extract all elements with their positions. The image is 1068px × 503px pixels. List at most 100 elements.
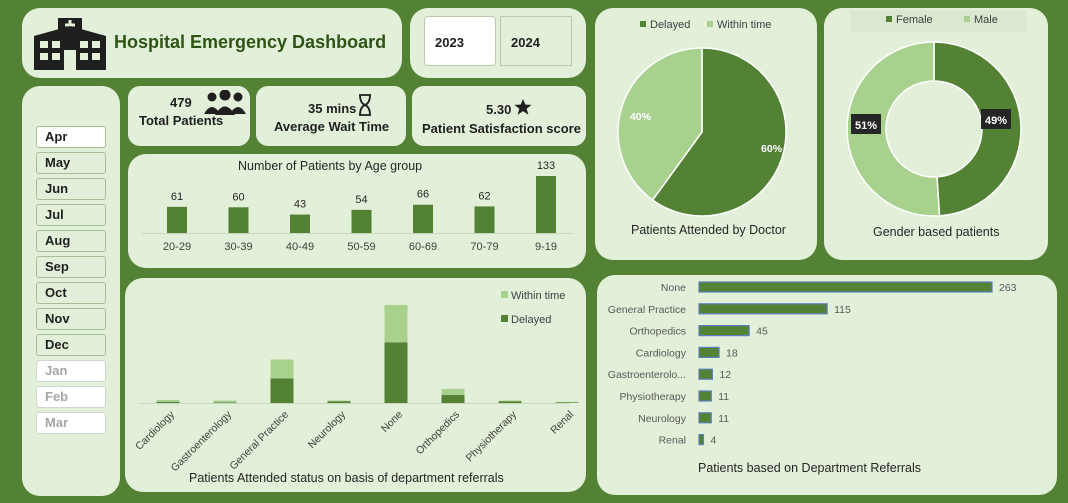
doctor-slice-label: 60% (761, 143, 783, 155)
gender-legend-swatch (886, 16, 892, 22)
doctor-legend-swatch (640, 21, 646, 27)
year-2024-button[interactable]: 2024 (500, 16, 572, 66)
month-jan-button[interactable]: Jan (36, 360, 106, 382)
referral-bar-cardiology (698, 346, 720, 359)
month-aug-button[interactable]: Aug (36, 230, 106, 252)
status-bar-within-time-none (384, 305, 408, 343)
referral-bar-neurology (698, 412, 712, 424)
age-tick-label: 9-19 (535, 241, 557, 253)
wait-time-value: 35 mins (308, 101, 357, 116)
status-bar-delayed-physiotherapy (498, 401, 522, 403)
referral-category-label: General Practice (608, 304, 686, 316)
referral-category-label: Neurology (638, 413, 687, 425)
status-tick-label: Physiotherapy (464, 408, 520, 464)
status-bar-delayed-general-practice (270, 378, 294, 403)
month-mar-button[interactable]: Mar (36, 412, 106, 434)
month-jun-button[interactable]: Jun (36, 178, 106, 200)
status-bar-within-time-cardiology (156, 399, 180, 402)
referral-value-label: 12 (719, 369, 731, 381)
month-slicer: Apr May Jun Jul Aug Sep Oct Nov Dec Jan … (22, 86, 120, 496)
gender-label-box (851, 114, 881, 134)
doctor-legend-swatch (707, 21, 713, 27)
doctor-legend-label: Delayed (650, 19, 690, 31)
status-legend-label: Delayed (511, 314, 551, 326)
status-legend-swatch (501, 315, 508, 322)
age-tick-label: 20-29 (163, 241, 191, 253)
referrals-bar-chart: None 263 General Practice 115 Orthopedics 45 C… (608, 281, 1017, 447)
status-tick-label: Neurology (306, 408, 349, 451)
status-bar-within-time-renal (555, 401, 579, 403)
age-bar-60-69 (413, 204, 433, 233)
referral-value-label: 115 (834, 304, 851, 316)
status-chart-title: Patients Attended status on basis of dep… (189, 471, 504, 485)
year-2023-button[interactable]: 2023 (424, 16, 496, 66)
referral-value-label: 45 (756, 326, 768, 338)
age-group-chart: 61 20-29 60 30-39 43 40-49 54 50-59 66 60-69 62 70-… (142, 160, 573, 253)
referral-bar-general-practice (698, 303, 828, 315)
month-nov-button[interactable]: Nov (36, 308, 106, 330)
status-bar-within-time-general-practice (270, 359, 294, 379)
total-patients-label: Total Patients (139, 113, 224, 128)
year-slicer: 2023 2024 (410, 8, 586, 78)
gender-legend-label: Male (974, 14, 998, 26)
referral-category-label: Renal (659, 435, 686, 447)
gender-slice-female (933, 41, 1022, 217)
referral-bar-physiotherapy (698, 390, 712, 402)
age-tick-label: 30-39 (224, 241, 252, 253)
status-tick-label: None (379, 409, 405, 435)
age-bar-70-79 (474, 206, 495, 233)
age-tick-label: 50-59 (347, 241, 375, 253)
kpi-total-patients: 479 Total Patients (128, 86, 250, 146)
age-value-label: 62 (478, 190, 490, 202)
month-may-button[interactable]: May (36, 152, 106, 174)
status-legend-swatch (501, 291, 508, 298)
month-sep-button[interactable]: Sep (36, 256, 106, 278)
doctor-slice-within-time (617, 47, 703, 202)
age-group-panel: Number of Patients by Age group 61 20-29 6… (128, 154, 586, 268)
title-panel: Hospital Emergency Dashboard (22, 8, 402, 78)
month-apr-button[interactable]: Apr (36, 126, 106, 148)
status-bar-delayed-cardiology (156, 401, 180, 403)
status-bar-within-time-orthopedics (441, 388, 465, 396)
doctor-pie-chart: 60% 40% Delayed Within time (617, 19, 787, 217)
referrals-chart-title: Patients based on Department Referrals (698, 461, 922, 475)
gender-donut-chart: 49% 51% Female Male (846, 10, 1026, 217)
doctor-legend-label: Within time (717, 19, 771, 31)
status-bar-delayed-renal (555, 402, 579, 403)
satisfaction-value: 5.30 (486, 102, 512, 117)
doctor-chart-title: Patients Attended by Doctor (631, 223, 786, 237)
gender-legend-swatch (964, 16, 970, 22)
hospital-icon (34, 18, 106, 70)
referral-bar-renal (698, 434, 705, 446)
doctor-pie-panel: 60% 40% Delayed Within time Patients Attend… (595, 8, 817, 260)
month-oct-button[interactable]: Oct (36, 282, 106, 304)
month-jul-button[interactable]: Jul (36, 204, 106, 226)
gender-legend-label: Female (896, 14, 933, 26)
referral-category-label: Cardiology (636, 347, 687, 359)
gender-chart-title: Gender based patients (873, 225, 1000, 239)
gender-legend-box (850, 10, 1026, 32)
referral-value-label: 18 (726, 347, 738, 359)
referral-value-label: 4 (710, 435, 716, 447)
referral-category-label: Gastroenterolo... (608, 369, 686, 381)
gender-slice-label: 49% (985, 115, 1007, 127)
month-dec-button[interactable]: Dec (36, 334, 106, 356)
referral-value-label: 263 (999, 282, 1017, 294)
status-tick-label: Orthopedics (414, 409, 463, 458)
age-value-label: 133 (537, 160, 555, 172)
people-icon (204, 90, 246, 115)
referral-category-label: Orthopedics (629, 326, 686, 338)
age-tick-label: 70-79 (470, 241, 498, 253)
age-tick-label: 40-49 (286, 241, 314, 253)
age-bar-9-19 (536, 176, 556, 233)
age-value-label: 54 (355, 194, 367, 206)
age-chart-title: Number of Patients by Age group (238, 159, 423, 173)
age-tick-label: 60-69 (409, 241, 437, 253)
month-feb-button[interactable]: Feb (36, 386, 106, 408)
status-bar-delayed-gastroenterology (213, 402, 237, 403)
status-tick-label: Gastroenterology (169, 408, 235, 474)
status-bar-delayed-orthopedics (441, 395, 465, 403)
gender-slice-label: 51% (855, 120, 877, 132)
wait-time-label: Average Wait Time (274, 119, 390, 134)
referrals-panel: None 263 General Practice 115 Orthopedics 45 C… (597, 275, 1057, 495)
